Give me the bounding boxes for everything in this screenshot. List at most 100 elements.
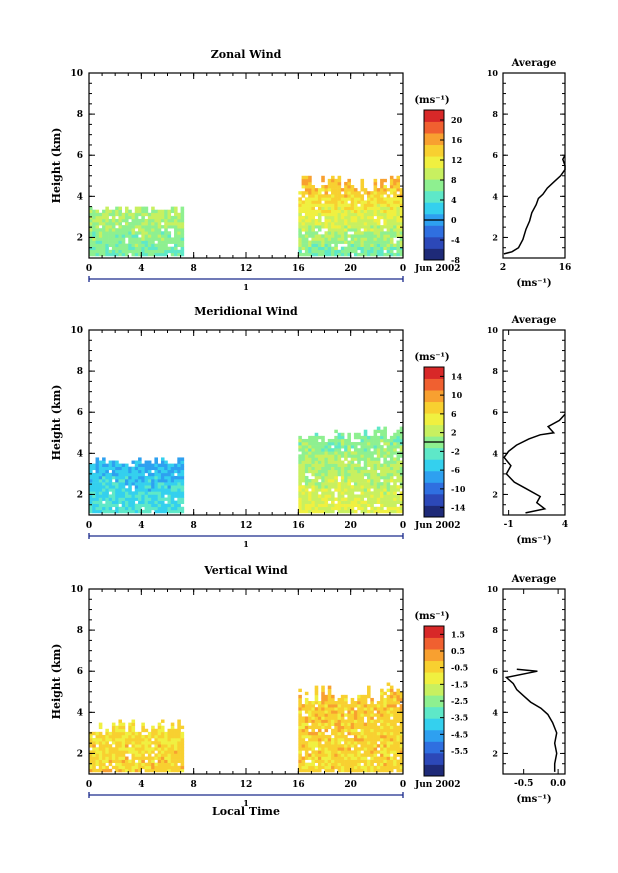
data-cell [380,485,384,489]
data-cell [386,500,391,504]
data-cell [141,234,145,238]
data-cell [160,472,165,477]
data-cell [331,466,335,471]
data-cell [174,738,178,742]
data-cell [157,722,162,726]
data-cell [115,750,119,754]
data-cell [389,438,394,443]
data-cell [389,713,394,717]
data-cell [102,482,106,486]
data-cell [344,759,348,763]
data-cell [396,701,401,705]
data-cell [321,765,325,770]
data-cell [389,685,394,689]
data-cell [334,741,338,745]
data-cell [321,688,325,693]
data-cell [121,509,126,514]
data-cell [370,206,374,210]
data-cell [347,206,351,210]
data-cell [350,197,355,201]
data-cell [376,460,381,464]
data-cell [376,426,381,430]
data-cell [357,694,361,699]
data-cell [327,756,332,760]
data-cell [314,448,319,452]
data-cell [396,734,401,739]
data-cell [311,713,315,717]
data-cell [151,209,155,214]
data-cell [321,206,325,210]
data-cell [138,237,142,241]
data-cell [380,759,384,763]
data-cell [370,249,374,254]
data-cell [151,252,155,257]
data-cell [321,482,325,486]
data-cell [317,741,322,745]
data-cell [360,252,365,257]
data-cell [177,494,181,498]
data-cell [111,756,116,760]
data-cell [167,500,172,504]
data-cell [360,738,365,742]
data-cell [396,691,401,696]
data-cell [174,246,178,251]
data-cell [350,722,355,726]
data-cell [138,485,142,489]
colorbar-tick-label: 0 [451,215,457,225]
data-cell [399,237,404,241]
data-cell [386,497,391,501]
data-cell [331,697,335,702]
data-cell [151,463,155,467]
data-cell [308,485,312,489]
data-cell [370,741,374,745]
data-cell [370,237,374,241]
data-cell [347,228,351,232]
data-cell [363,203,368,207]
data-cell [124,497,129,501]
data-cell [98,218,103,223]
data-cell [111,215,116,220]
data-cell [331,451,335,455]
data-cell [321,500,325,504]
data-cell [111,503,116,508]
data-cell [350,445,355,449]
data-cell [108,509,113,514]
data-cell [363,457,368,461]
data-cell [337,482,342,486]
data-cell [327,497,332,501]
data-cell [124,494,129,498]
data-cell [98,768,103,773]
data-cell [317,753,322,757]
data-cell [301,200,306,204]
data-cell [380,181,384,186]
data-cell [111,243,116,247]
data-cell [383,225,387,229]
data-cell [380,469,384,474]
data-cell [340,209,345,214]
y-tick-label: 6 [77,667,83,677]
data-cell [308,445,312,449]
data-cell [389,497,394,501]
data-cell [144,234,149,238]
data-cell [298,756,302,760]
data-cell [180,725,185,730]
data-cell [160,753,165,757]
colorbar-swatch [424,390,444,403]
data-cell [389,197,394,201]
data-cell [92,472,96,477]
data-cell [360,494,365,498]
data-cell [321,472,325,477]
data-cell [357,472,361,477]
data-cell [154,466,158,471]
data-cell [399,203,404,207]
data-cell [115,753,119,757]
data-cell [167,756,172,760]
data-cell [386,713,391,717]
data-cell [383,744,387,748]
data-cell [95,466,100,471]
data-cell [180,768,185,773]
data-cell [353,203,358,207]
data-cell [396,188,401,192]
data-cell [89,469,93,474]
data-cell [370,240,374,244]
